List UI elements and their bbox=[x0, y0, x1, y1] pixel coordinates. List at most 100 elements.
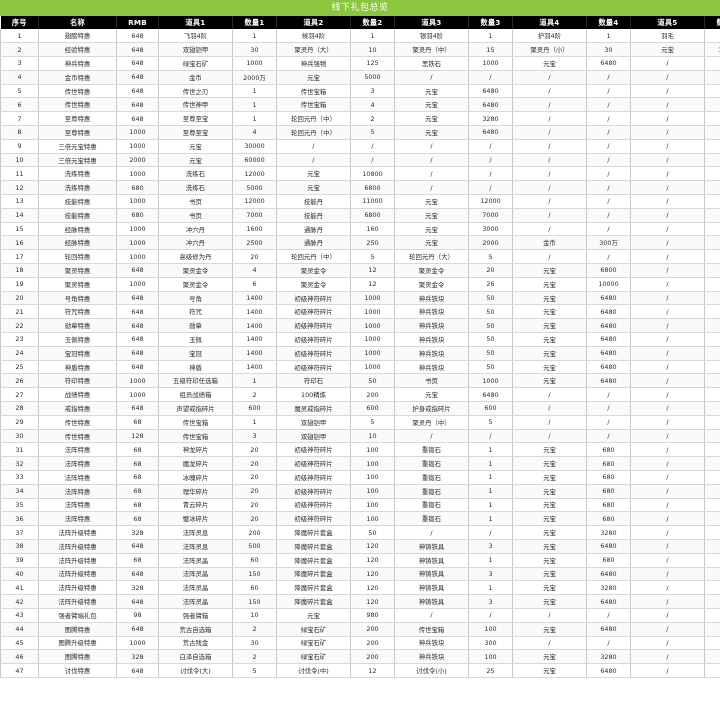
table-row[interactable]: 20号角特惠648号角1400初级神符碎片1000神兵铁块50元宝6480//限… bbox=[0, 291, 720, 306]
cell-r11-c8: / bbox=[394, 166, 469, 182]
column-header-10[interactable]: 道具4 bbox=[512, 16, 587, 29]
cell-r28-c4: 声望戒指碎片 bbox=[158, 401, 233, 416]
cell-r32-c13: / bbox=[704, 456, 720, 471]
cell-r15-c4: 冲穴丹 bbox=[158, 222, 233, 237]
cell-r10-c5: 60000 bbox=[232, 153, 277, 168]
table-row[interactable]: 46图腾特惠328白泽自选箱2绿宝石矿200神兵铁块100元宝3280//限购1… bbox=[0, 649, 720, 665]
cell-r27-c6: 100精炼 bbox=[276, 387, 351, 403]
cell-r37-c1: 37 bbox=[0, 525, 39, 540]
table-row[interactable]: 26符印特惠1000五级符印任选箱1符印石50书页1000元宝6480//限购3… bbox=[0, 373, 720, 389]
cell-r40-c4: 法阵灵晶 bbox=[158, 567, 233, 582]
cell-r4-c2: 金币特惠 bbox=[38, 70, 117, 85]
column-header-13[interactable]: 数量5 bbox=[704, 16, 720, 29]
column-header-1[interactable]: 序号 bbox=[0, 16, 39, 29]
cell-r3-c10: 元宝 bbox=[512, 56, 587, 71]
cell-r29-c5: 1 bbox=[232, 415, 277, 430]
column-header-2[interactable]: 名称 bbox=[38, 16, 117, 29]
cell-r33-c4: 冰魄碎片 bbox=[158, 470, 233, 485]
cell-r14-c11: / bbox=[586, 208, 631, 223]
table-row[interactable]: 3神兵特惠648绿宝石矿1000神兵强物125黑铁石1000元宝6480//限购… bbox=[0, 56, 720, 71]
cell-r33-c8: 重锻石 bbox=[394, 470, 469, 485]
cell-r7-c2: 至尊特惠 bbox=[38, 111, 117, 127]
column-header-9[interactable]: 数量3 bbox=[468, 16, 513, 29]
cell-r8-c3: 1000 bbox=[116, 125, 159, 140]
table-row[interactable]: 17轮回特惠1000高级修为丹20轮回元丹（中）5轮回元丹（大）5////限购1… bbox=[0, 249, 720, 265]
table-row[interactable]: 23玉佩特惠648玉佩1400初级神符碎片1000神兵铁块50元宝6480//限… bbox=[0, 332, 720, 347]
cell-r6-c2: 传世特惠 bbox=[38, 97, 117, 113]
table-body: 1翅膀特惠648飞羽4阶1候羽4阶1银羽4阶1护羽4阶1羽毛300限购1次2经验… bbox=[0, 29, 720, 678]
column-header-6[interactable]: 道具2 bbox=[276, 16, 351, 29]
table-row[interactable]: 42法阵升级特惠648法阵灵晶150降魔碎片套盒120神铸铁具3元宝6480//… bbox=[0, 594, 720, 609]
cell-r12-c1: 12 bbox=[0, 180, 39, 196]
table-row[interactable]: 40法阵升级特惠648法阵灵晶150降魔碎片套盒120神铸铁具3元宝6480//… bbox=[0, 567, 720, 582]
table-row[interactable]: 2 经验特惠 648 双翅铠甲 30 聚灵丹（大） 10 聚灵丹（中） 15 聚灵丹（小） 30 元宝… bbox=[0, 42, 720, 58]
column-header-5[interactable]: 数量1 bbox=[232, 16, 277, 29]
cell-r23-c6: 初级神符碎片 bbox=[276, 332, 351, 347]
cell-r44-c3: 648 bbox=[116, 622, 159, 637]
column-header-11[interactable]: 数量4 bbox=[586, 16, 631, 29]
table-row[interactable]: 21符咒特惠648符咒1400初级神符碎片1000神兵铁块50元宝6480//限… bbox=[0, 304, 720, 320]
table-row[interactable]: 22勋章特惠648勋章1400初级神符碎片1000神兵铁块50元宝6480//限… bbox=[0, 318, 720, 334]
cell-r16-c5: 2500 bbox=[232, 235, 277, 251]
column-header-3[interactable]: RMB bbox=[116, 16, 159, 29]
cell-r24-c2: 宝冠特惠 bbox=[38, 346, 117, 361]
column-header-8[interactable]: 道具3 bbox=[394, 16, 469, 29]
table-row[interactable]: 28戒指特惠648声望戒指碎片600魔灵戒指碎片600护身戒指碎片600////… bbox=[0, 401, 720, 416]
cell-r27-c2: 战绩特惠 bbox=[38, 387, 117, 403]
cell-r24-c7: 1000 bbox=[350, 346, 395, 361]
cell-r38-c5: 500 bbox=[232, 539, 277, 554]
table-row[interactable]: 39法阵升级特惠68法阵灵晶60降魔碎片套盒120神铸铁具1元宝680//限购1… bbox=[0, 553, 720, 568]
table-row[interactable]: 24宝冠特惠648宝冠1400初级神符碎片1000神兵铁块50元宝6480//限… bbox=[0, 346, 720, 361]
table-row[interactable]: 1翅膀特惠648飞羽4阶1候羽4阶1银羽4阶1护羽4阶1羽毛300限购1次 bbox=[0, 29, 720, 44]
cell-r24-c12: / bbox=[630, 346, 705, 361]
table-row[interactable]: 25神盾特惠648神盾1400初级神符碎片1000神兵铁块50元宝6480//限… bbox=[0, 360, 720, 375]
table-row[interactable]: 44图腾特惠648荒古自选箱2绿宝石矿200传世宝箱100元宝6480//限购1… bbox=[0, 622, 720, 637]
cell-r18-c9: 20 bbox=[468, 263, 513, 278]
column-header-7[interactable]: 数量2 bbox=[350, 16, 395, 29]
table-row[interactable]: 16经脉特惠1000冲穴丹2500通脉丹250元宝2000金币300万//限购3… bbox=[0, 235, 720, 251]
cell-r20-c6: 初级神符碎片 bbox=[276, 291, 351, 306]
table-row[interactable]: 47讨伐特惠648讨伐令(大)5讨伐令(中)12讨伐令(小)25元宝6480//… bbox=[0, 663, 720, 678]
table-row[interactable]: 41法阵升级特惠328法阵灵晶60降魔碎片套盒120神铸铁具1元宝3280//限… bbox=[0, 580, 720, 596]
cell-r21-c13: / bbox=[704, 304, 720, 320]
cell-r31-c8: 重锻石 bbox=[394, 442, 469, 458]
cell-r34-c11: 680 bbox=[586, 484, 631, 499]
cell-r8-c9: 6480 bbox=[468, 125, 513, 140]
column-header-12[interactable]: 道具5 bbox=[630, 16, 705, 29]
cell-r43-c9: / bbox=[468, 608, 513, 623]
cell-r21-c1: 21 bbox=[0, 304, 39, 320]
cell-r43-c5: 10 bbox=[232, 608, 277, 623]
cell-r24-c8: 神兵铁块 bbox=[394, 346, 469, 361]
cell-r12-c8: / bbox=[394, 180, 469, 196]
cell-r27-c4: 组员战绩箱 bbox=[158, 387, 233, 403]
table-row[interactable]: 38法阵升级特惠648法阵灵息500降魔碎片套盒120神铸铁具3元宝6480//… bbox=[0, 539, 720, 554]
column-header-4[interactable]: 道具1 bbox=[158, 16, 233, 29]
cell-r1-c11: 1 bbox=[586, 29, 631, 44]
